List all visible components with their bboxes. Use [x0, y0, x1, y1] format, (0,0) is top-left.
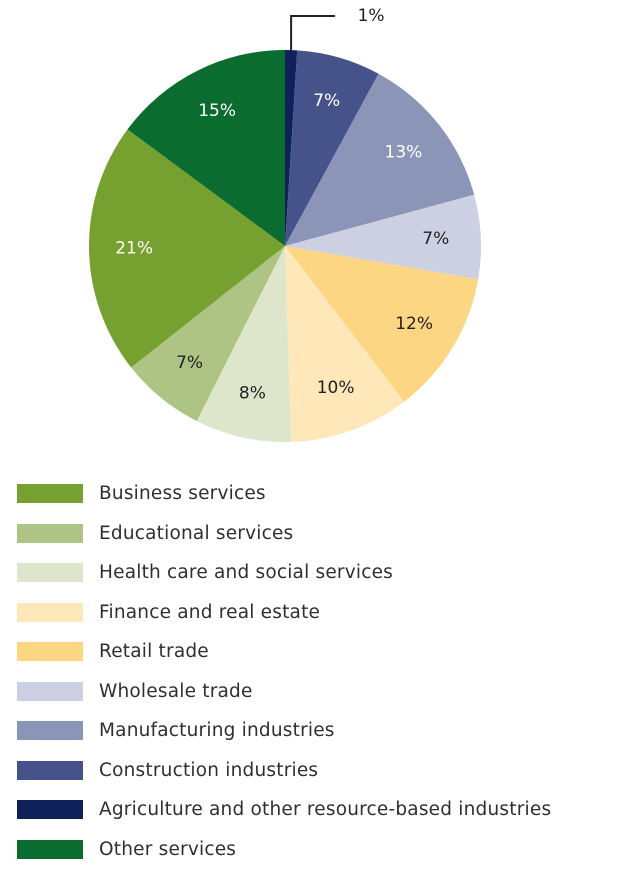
slice-label-finance-and-real-estate: 10% [317, 378, 355, 398]
legend-item-educational-services: Educational services [17, 514, 617, 554]
legend-item-wholesale-trade: Wholesale trade [17, 672, 617, 712]
legend: Business services Educational services H… [17, 474, 617, 869]
legend-item-business-services: Business services [17, 474, 617, 514]
slice-label-manufacturing-industries: 13% [385, 142, 423, 162]
legend-swatch [17, 563, 83, 582]
slice-label-health-care-and-social-services: 8% [239, 383, 266, 403]
legend-label: Construction industries [99, 760, 318, 781]
legend-swatch [17, 524, 83, 543]
slice-label-educational-services: 7% [176, 353, 203, 373]
legend-swatch [17, 800, 83, 819]
legend-item-manufacturing: Manufacturing industries [17, 711, 617, 751]
pie-chart: 1% 7% 13% 7% 12% 10% 8% 7% 21% 15% [0, 0, 619, 450]
legend-swatch [17, 603, 83, 622]
legend-swatch [17, 840, 83, 859]
legend-swatch [17, 721, 83, 740]
legend-label: Finance and real estate [99, 602, 320, 623]
legend-swatch [17, 642, 83, 661]
legend-item-other-services: Other services [17, 830, 617, 869]
leader-line-agriculture-and-other-resource-based-industries [291, 16, 335, 50]
legend-label: Retail trade [99, 641, 209, 662]
legend-item-finance-real-estate: Finance and real estate [17, 593, 617, 633]
legend-label: Agriculture and other resource-based ind… [99, 799, 551, 820]
legend-swatch [17, 484, 83, 503]
legend-label: Business services [99, 483, 266, 504]
slice-label-wholesale-trade: 7% [422, 229, 449, 249]
legend-item-agriculture: Agriculture and other resource-based ind… [17, 790, 617, 830]
legend-label: Educational services [99, 523, 293, 544]
legend-item-retail-trade: Retail trade [17, 632, 617, 672]
legend-item-health-care: Health care and social services [17, 553, 617, 593]
slice-label-retail-trade: 12% [395, 314, 433, 334]
legend-label: Manufacturing industries [99, 720, 335, 741]
legend-label: Other services [99, 839, 236, 860]
slice-label-construction-industries: 7% [313, 91, 340, 111]
legend-label: Wholesale trade [99, 681, 253, 702]
legend-item-construction: Construction industries [17, 751, 617, 791]
leader-lines [291, 16, 335, 50]
slice-label-business-services: 21% [115, 238, 153, 258]
legend-swatch [17, 761, 83, 780]
slice-label-other-services: 15% [198, 101, 236, 121]
legend-swatch [17, 682, 83, 701]
legend-label: Health care and social services [99, 562, 393, 583]
slice-label-agriculture-and-other-resource-based-industries: 1% [358, 6, 385, 26]
